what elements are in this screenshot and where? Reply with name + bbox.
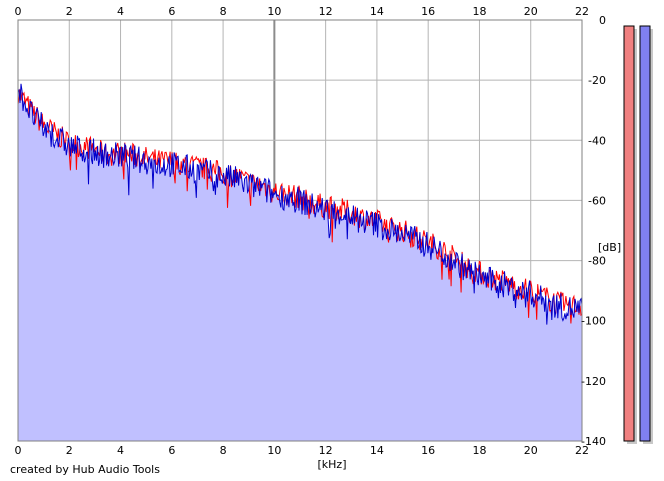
y-axis-label: [dB] (598, 241, 621, 254)
x-tick-label-top: 6 (168, 5, 175, 18)
x-tick-label-top: 14 (370, 5, 384, 18)
y-tick-label: -20 (588, 74, 606, 87)
x-tick-label-bottom: 2 (66, 444, 73, 457)
y-tick-label: -40 (588, 134, 606, 147)
x-tick-label-top: 10 (267, 5, 281, 18)
x-tick-label-top: 8 (220, 5, 227, 18)
x-tick-label-top: 16 (421, 5, 435, 18)
y-tick-label: 0 (599, 14, 606, 27)
spectrum-area-fill (18, 83, 582, 442)
footer-credit: created by Hub Audio Tools (10, 463, 160, 476)
y-tick-label: -80 (588, 255, 606, 268)
y-tick-label: -140 (581, 435, 606, 448)
x-tick-label-bottom: 20 (524, 444, 538, 457)
x-tick-label-bottom: 4 (117, 444, 124, 457)
y-tick-label: -60 (588, 194, 606, 207)
x-tick-label-top: 4 (117, 5, 124, 18)
x-tick-label-bottom: 8 (220, 444, 227, 457)
x-tick-label-bottom: 22 (575, 444, 589, 457)
x-tick-label-bottom: 6 (168, 444, 175, 457)
level-meter-left (623, 25, 635, 442)
x-tick-label-top: 0 (15, 5, 22, 18)
level-meters (623, 25, 653, 444)
level-meter-right (639, 25, 651, 442)
x-tick-label-top: 12 (319, 5, 333, 18)
y-tick-label: -120 (581, 375, 606, 388)
x-tick-label-bottom: 16 (421, 444, 435, 457)
x-tick-label-bottom: 10 (267, 444, 281, 457)
x-tick-label-bottom: 18 (472, 444, 486, 457)
x-tick-label-top: 2 (66, 5, 73, 18)
x-axis-label: [kHz] (318, 458, 347, 471)
x-tick-label-bottom: 14 (370, 444, 384, 457)
x-axis-bottom-labels: 0 2 4 6 8 10 12 14 16 18 20 22 (15, 444, 590, 457)
x-tick-label-bottom: 0 (15, 444, 22, 457)
y-axis-labels: 0 -20 -40 -60 -80 -100 -120 -140 (581, 14, 606, 448)
x-tick-label-top: 20 (524, 5, 538, 18)
x-axis-top-labels: 0 2 4 6 8 10 12 14 16 18 20 22 (15, 5, 590, 18)
y-tick-label: -100 (581, 315, 606, 328)
x-tick-label-top: 22 (575, 5, 589, 18)
plot-frame (17, 19, 583, 442)
x-tick-label-top: 18 (472, 5, 486, 18)
series-blue-line (17, 83, 583, 325)
x-tick-label-bottom: 12 (319, 444, 333, 457)
